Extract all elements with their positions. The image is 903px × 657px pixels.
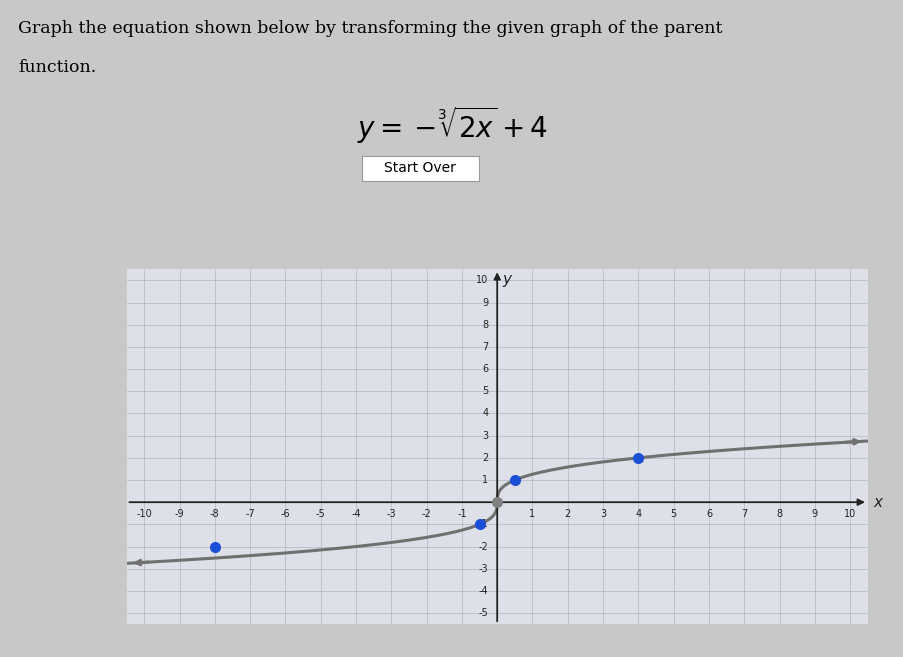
Text: -10: -10 — [136, 509, 152, 519]
Text: 2: 2 — [564, 509, 571, 519]
Text: -4: -4 — [350, 509, 360, 519]
Text: x: x — [872, 495, 881, 510]
Text: 9: 9 — [481, 298, 488, 307]
Text: 8: 8 — [481, 320, 488, 330]
Text: Graph the equation shown below by transforming the given graph of the parent: Graph the equation shown below by transf… — [18, 20, 721, 37]
Text: -4: -4 — [479, 586, 488, 596]
Text: 3: 3 — [481, 431, 488, 441]
Text: 4: 4 — [481, 409, 488, 419]
Text: -1: -1 — [479, 520, 488, 530]
Text: 8: 8 — [776, 509, 782, 519]
Text: Start Over: Start Over — [384, 161, 456, 175]
Text: y: y — [502, 271, 511, 286]
Text: 1: 1 — [529, 509, 535, 519]
Text: 6: 6 — [705, 509, 712, 519]
Text: 4: 4 — [635, 509, 641, 519]
Text: 10: 10 — [843, 509, 855, 519]
Text: -5: -5 — [315, 509, 325, 519]
Text: 6: 6 — [481, 364, 488, 374]
Text: 5: 5 — [481, 386, 488, 396]
Text: function.: function. — [18, 59, 97, 76]
Text: -2: -2 — [478, 541, 488, 551]
Text: -3: -3 — [386, 509, 396, 519]
Text: -7: -7 — [245, 509, 255, 519]
Text: -1: -1 — [457, 509, 466, 519]
Text: 7: 7 — [740, 509, 747, 519]
Text: -2: -2 — [422, 509, 431, 519]
Text: -9: -9 — [174, 509, 184, 519]
Text: 3: 3 — [600, 509, 606, 519]
Text: 7: 7 — [481, 342, 488, 352]
Text: 5: 5 — [670, 509, 676, 519]
Text: 1: 1 — [481, 475, 488, 485]
Text: -5: -5 — [478, 608, 488, 618]
Text: -3: -3 — [479, 564, 488, 574]
Text: 9: 9 — [811, 509, 817, 519]
Text: $y = -\!\sqrt[3]{2x} + 4$: $y = -\!\sqrt[3]{2x} + 4$ — [356, 104, 547, 146]
Text: 2: 2 — [481, 453, 488, 463]
Text: -8: -8 — [209, 509, 219, 519]
Text: 10: 10 — [476, 275, 488, 285]
Text: -6: -6 — [280, 509, 290, 519]
